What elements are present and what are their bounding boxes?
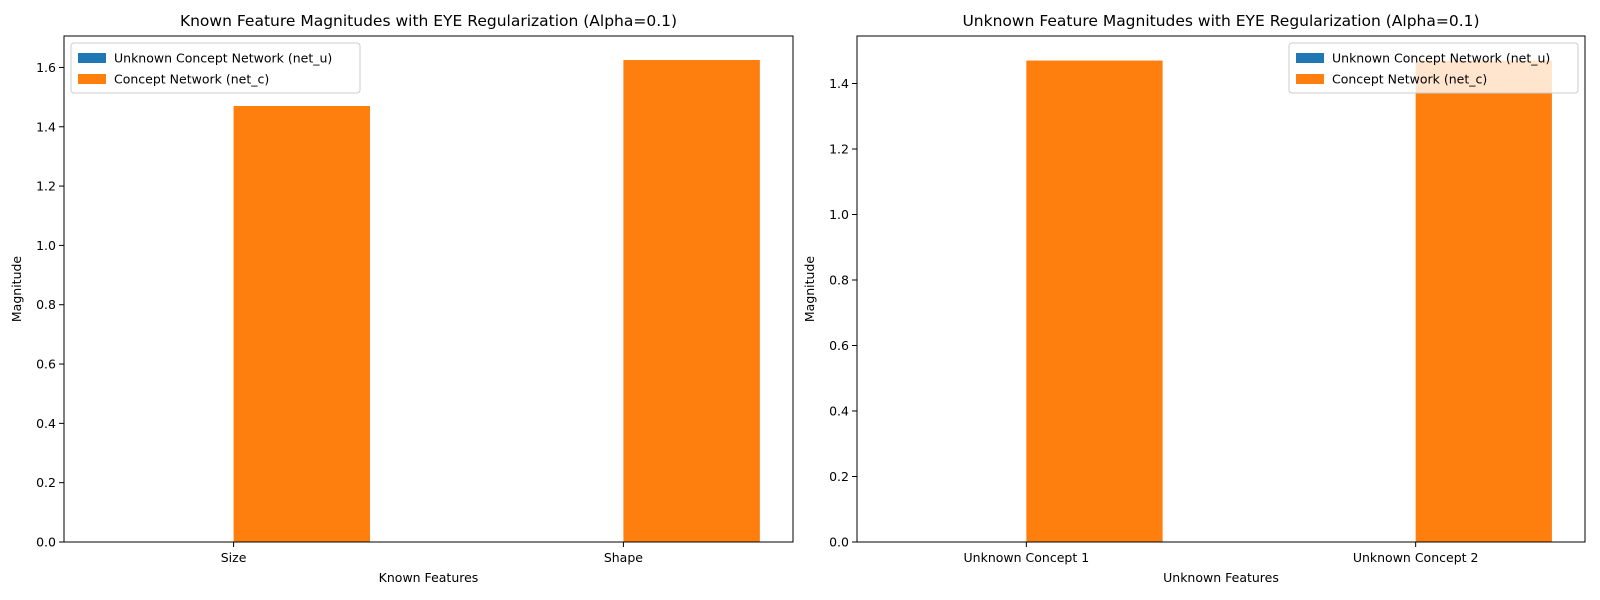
x-tick-label: Shape xyxy=(604,550,643,565)
legend-swatch xyxy=(1296,74,1324,84)
legend: Unknown Concept Network (net_u) Concept N… xyxy=(70,42,361,94)
y-tick-label: 1.6 xyxy=(36,60,56,75)
bar-net-c-2 xyxy=(1415,60,1552,542)
plot-frame xyxy=(63,35,794,543)
legend-swatch xyxy=(78,53,106,63)
y-tick-label: 0.8 xyxy=(36,297,56,312)
y-tick-label: 0.4 xyxy=(829,403,849,418)
chart-title: Known Feature Magnitudes with EYE Regula… xyxy=(180,12,677,30)
y-tick-label: 0.2 xyxy=(829,469,849,484)
x-tick-label: Size xyxy=(221,550,247,565)
y-tick-label: 0.4 xyxy=(36,416,56,431)
y-tick-label: 0.0 xyxy=(36,535,56,550)
y-tick-label: 1.4 xyxy=(829,76,849,91)
y-tick-label: 0.2 xyxy=(36,475,56,490)
legend-label: Unknown Concept Network (net_u) xyxy=(1332,51,1550,66)
chart-panel-1: 0.0 0.2 0.4 0.6 0.8 1.0 1.2 1.4 1.6 Size Shape Know… xyxy=(9,12,794,585)
x-axis-label: Unknown Features xyxy=(1163,570,1279,585)
x-tick-label: Unknown Concept 1 xyxy=(964,550,1090,565)
y-tick-label: 1.2 xyxy=(36,179,56,194)
bar-net-c-2 xyxy=(623,60,760,542)
y-tick-label: 0.6 xyxy=(36,357,56,372)
y-tick-label: 0.6 xyxy=(829,338,849,353)
y-tick-label: 0.0 xyxy=(829,535,849,550)
legend-box xyxy=(1288,42,1579,94)
legend-box xyxy=(70,42,361,94)
x-axis-label: Known Features xyxy=(379,570,479,585)
legend-swatch xyxy=(1296,53,1324,63)
y-tick-label: 0.8 xyxy=(829,272,849,287)
y-tick-label: 1.2 xyxy=(829,141,849,156)
legend-label: Concept Network (net_c) xyxy=(114,72,269,87)
chart-title: Unknown Feature Magnitudes with EYE Regu… xyxy=(962,12,1479,30)
y-axis-label: Magnitude xyxy=(9,256,24,323)
chart-panel-2: 0.0 0.2 0.4 0.6 0.8 1.0 1.2 1.4 Unknown Concept … xyxy=(802,12,1586,585)
y-tick-label: 1.0 xyxy=(36,238,56,253)
x-tick-label: Unknown Concept 2 xyxy=(1353,550,1479,565)
legend-swatch xyxy=(78,74,106,84)
legend-label: Unknown Concept Network (net_u) xyxy=(114,51,332,66)
y-axis-label: Magnitude xyxy=(802,256,817,323)
y-tick-label: 1.4 xyxy=(36,119,56,134)
y-tick-label: 1.0 xyxy=(829,207,849,222)
plot-frame xyxy=(856,35,1586,543)
legend-label: Concept Network (net_c) xyxy=(1332,72,1487,87)
bar-net-c-1 xyxy=(233,105,371,543)
bar-net-c-1 xyxy=(1026,60,1163,542)
legend: Unknown Concept Network (net_u) Concept N… xyxy=(1288,42,1579,94)
